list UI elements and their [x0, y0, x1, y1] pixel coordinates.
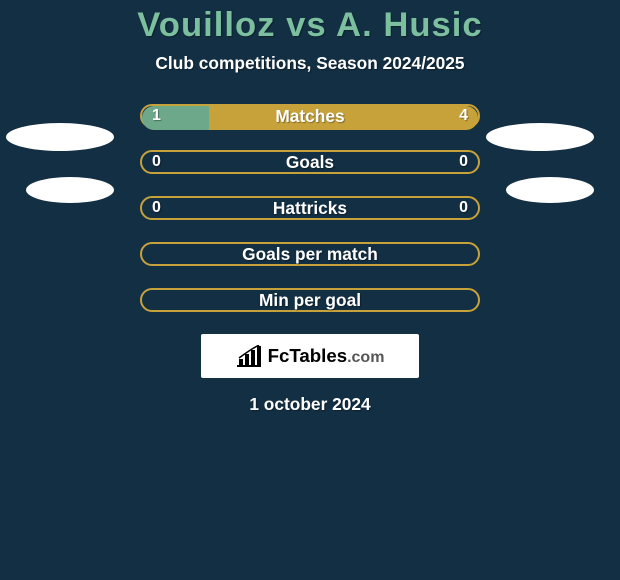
- stat-row-text: Min per goal: [140, 288, 480, 312]
- stat-value-left: 0: [152, 196, 161, 220]
- stat-label: Matches: [140, 104, 480, 128]
- stat-row: Hattricks0 0: [0, 196, 620, 220]
- stat-label: Min per goal: [140, 288, 480, 312]
- date-line: 1 october 2024: [0, 394, 620, 415]
- stat-value-right: 0: [459, 196, 468, 220]
- stat-row: Goals0 0: [0, 150, 620, 174]
- site-badge-suffix: .com: [347, 349, 384, 367]
- stat-row: Min per goal: [0, 288, 620, 312]
- chart-icon: [236, 345, 262, 367]
- stat-row-text: Goals0 0: [140, 150, 480, 174]
- stat-value-left: 0: [152, 150, 161, 174]
- stat-label: Goals: [140, 150, 480, 174]
- subtitle: Club competitions, Season 2024/2025: [0, 53, 620, 74]
- site-badge-main: FcTables: [268, 345, 348, 367]
- stat-value-right: 4: [459, 104, 468, 128]
- stat-label: Goals per match: [140, 242, 480, 266]
- stat-row-text: Goals per match: [140, 242, 480, 266]
- stat-row: Goals per match: [0, 242, 620, 266]
- stat-row: Matches1 4: [0, 104, 620, 128]
- site-badge-text: FcTables.com: [268, 345, 385, 367]
- stat-value-right: 0: [459, 150, 468, 174]
- page-title: Vouilloz vs A. Husic: [0, 6, 620, 45]
- content-container: Vouilloz vs A. Husic Club competitions, …: [0, 0, 620, 415]
- stat-label: Hattricks: [140, 196, 480, 220]
- stat-row-text: Matches1 4: [140, 104, 480, 128]
- site-badge: FcTables.com: [201, 334, 419, 378]
- stat-value-left: 1: [152, 104, 161, 128]
- stat-row-text: Hattricks0 0: [140, 196, 480, 220]
